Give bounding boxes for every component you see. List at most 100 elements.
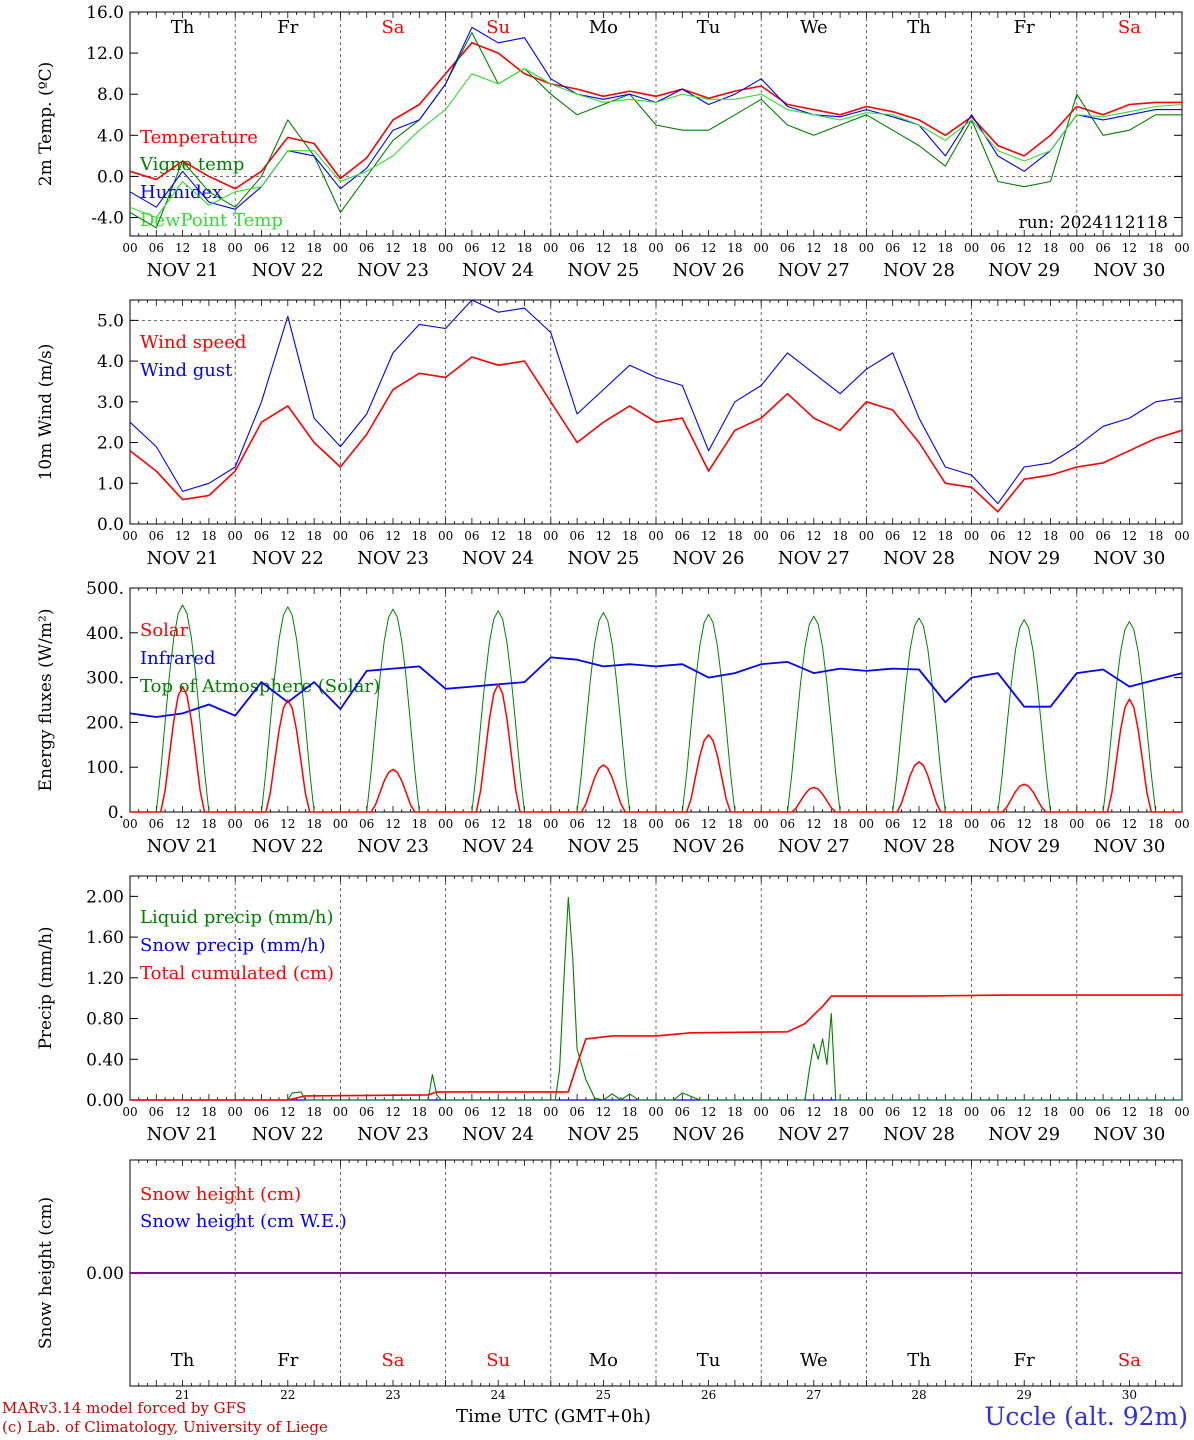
- y-axis-title: 10m Wind (m/s): [36, 344, 56, 481]
- date-label: NOV 26: [673, 260, 745, 281]
- hour-label: 12: [806, 529, 821, 543]
- date-label: NOV 27: [778, 836, 850, 857]
- hour-label: 18: [622, 241, 637, 255]
- hour-label: 00: [438, 817, 453, 831]
- hour-label: 06: [1095, 241, 1110, 255]
- hour-label: 06: [569, 241, 584, 255]
- hour-label: 00: [648, 241, 663, 255]
- y-tick-label: 0.00: [86, 1264, 124, 1284]
- hour-label: 06: [359, 529, 374, 543]
- y-tick-label: 1.0: [97, 474, 124, 494]
- legend-entry: Vigne temp: [139, 154, 244, 175]
- y-tick-label: 0.: [108, 803, 124, 823]
- hour-label: 06: [1095, 529, 1110, 543]
- hour-label: 06: [464, 817, 479, 831]
- hour-label: 00: [438, 241, 453, 255]
- hour-label: 00: [333, 817, 348, 831]
- hour-label: 06: [254, 1105, 269, 1119]
- weekday-label: Mo: [589, 1350, 618, 1371]
- date-label: NOV 21: [147, 1124, 219, 1145]
- date-label: NOV 28: [883, 1124, 955, 1145]
- hour-label: 12: [911, 817, 926, 831]
- y-tick-label: 5.0: [97, 311, 124, 331]
- hour-label: 18: [201, 1105, 216, 1119]
- hour-label: 18: [1043, 1105, 1058, 1119]
- hour-label: 00: [648, 529, 663, 543]
- hour-label: 00: [859, 241, 874, 255]
- legend-entry: Snow height (cm): [140, 1184, 301, 1205]
- hour-label: 06: [990, 1105, 1005, 1119]
- hour-label: 12: [596, 817, 611, 831]
- hour-label: 12: [280, 241, 295, 255]
- hour-label: 00: [438, 1105, 453, 1119]
- y-tick-label: 4.0: [97, 126, 124, 146]
- hour-label: 12: [491, 529, 506, 543]
- hour-label: 06: [569, 529, 584, 543]
- hour-label: 12: [280, 1105, 295, 1119]
- hour-label: 00: [543, 1105, 558, 1119]
- hour-label: 06: [464, 529, 479, 543]
- hour-label: 00: [754, 529, 769, 543]
- weekday-label: Mo: [589, 17, 618, 38]
- hour-label: 12: [175, 529, 190, 543]
- hour-label: 12: [1122, 1105, 1137, 1119]
- y-tick-label: 1.60: [86, 928, 124, 948]
- hour-label: 00: [1174, 241, 1189, 255]
- y-tick-label: 200.: [86, 713, 124, 733]
- hour-label: 06: [885, 241, 900, 255]
- date-label: NOV 21: [147, 260, 219, 281]
- hour-label: 18: [938, 241, 953, 255]
- hour-label: 12: [806, 241, 821, 255]
- hour-label: 18: [727, 1105, 742, 1119]
- date-label: NOV 22: [252, 548, 324, 569]
- hour-label: 06: [780, 1105, 795, 1119]
- hour-label: 18: [1148, 1105, 1163, 1119]
- date-label: NOV 27: [778, 548, 850, 569]
- date-label: NOV 24: [462, 260, 534, 281]
- weekday-label: Fr: [277, 17, 298, 38]
- hour-label: 00: [122, 241, 137, 255]
- hour-label: 12: [491, 1105, 506, 1119]
- hour-label: 12: [385, 817, 400, 831]
- day-number: 30: [1122, 1388, 1137, 1402]
- plot-frame: [129, 299, 1183, 525]
- date-label: NOV 24: [462, 836, 534, 857]
- hour-label: 00: [964, 817, 979, 831]
- hour-label: 06: [359, 817, 374, 831]
- hour-label: 18: [622, 1105, 637, 1119]
- hour-label: 00: [964, 241, 979, 255]
- hour-label: 00: [648, 1105, 663, 1119]
- hour-label: 06: [254, 529, 269, 543]
- date-label: NOV 27: [778, 260, 850, 281]
- legend-entry: Wind gust: [140, 360, 233, 381]
- hour-label: 12: [385, 241, 400, 255]
- hour-label: 18: [201, 817, 216, 831]
- hour-label: 18: [832, 241, 847, 255]
- date-label: NOV 23: [357, 260, 429, 281]
- y-tick-label: 8.0: [97, 85, 124, 105]
- hour-label: 00: [543, 529, 558, 543]
- day-number: 22: [280, 1388, 295, 1402]
- hour-label: 12: [1017, 529, 1032, 543]
- y-tick-label: 300.: [86, 669, 124, 689]
- date-label: NOV 25: [567, 836, 639, 857]
- date-label: NOV 30: [1093, 1124, 1165, 1145]
- panel-5: 0.00 Snow height (cm) Snow height (cm) Snow…: [36, 1159, 1183, 1402]
- hour-label: 06: [149, 529, 164, 543]
- hour-label: 12: [596, 529, 611, 543]
- y-tick-label: 3.0: [97, 393, 124, 413]
- y-axis-title: Precip (mm/h): [36, 926, 56, 1049]
- hour-label: 18: [832, 1105, 847, 1119]
- weekday-label: Th: [171, 17, 195, 38]
- hour-label: 18: [1043, 529, 1058, 543]
- hour-label: 06: [780, 241, 795, 255]
- hour-label: 18: [412, 1105, 427, 1119]
- hour-label: 06: [675, 1105, 690, 1119]
- y-axis-title: Energy fluxes (W/m²): [36, 609, 56, 792]
- hour-label: 12: [175, 817, 190, 831]
- hour-label: 12: [911, 1105, 926, 1119]
- series-solar: [130, 683, 1182, 813]
- hour-label: 12: [806, 817, 821, 831]
- date-label: NOV 23: [357, 548, 429, 569]
- hour-label: 18: [412, 817, 427, 831]
